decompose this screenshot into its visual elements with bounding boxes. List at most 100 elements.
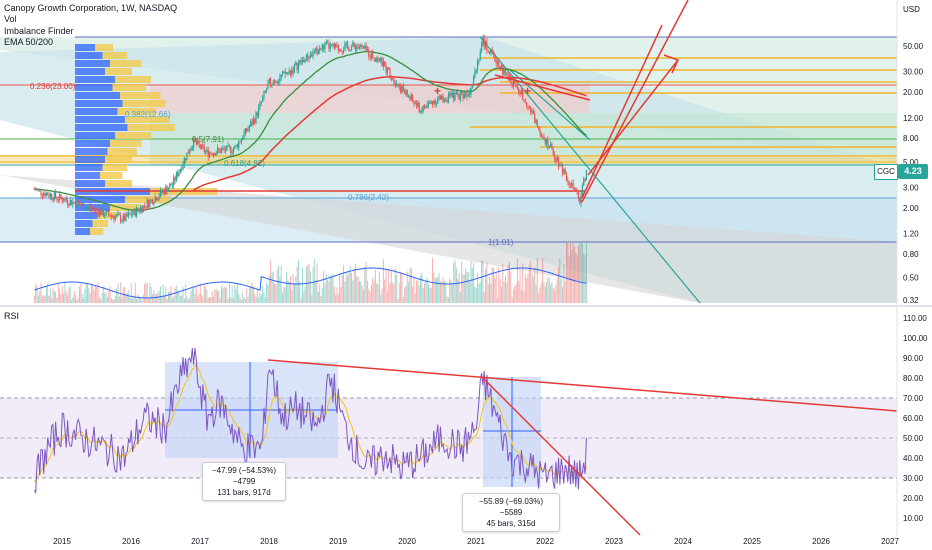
candle-body — [393, 79, 395, 84]
rsi-ma-line — [33, 363, 587, 483]
volume-bar — [532, 276, 534, 303]
volume-bar — [315, 280, 317, 303]
candle-body — [117, 213, 119, 215]
candle-body — [512, 81, 515, 87]
volume-bar — [372, 277, 374, 303]
candle-body — [386, 67, 388, 73]
candle-body — [381, 57, 383, 67]
candle-body — [415, 103, 418, 107]
candle-body — [431, 101, 434, 105]
candle-body — [483, 37, 485, 47]
price-axis[interactable]: 50.00 30.00 20.00 12.00 8.00 5.00 3.00 2.00 1.20… — [896, 0, 928, 535]
volume-profile-buy — [75, 132, 115, 139]
candle-body — [520, 90, 522, 95]
symbol-legend[interactable]: Canopy Growth Corporation, 1W, NASDAQ — [4, 3, 178, 13]
candle-body — [553, 154, 556, 160]
candle-body — [198, 140, 200, 145]
volume-bar — [280, 266, 282, 303]
volume-bar — [382, 259, 384, 303]
candle-body — [405, 90, 407, 94]
candle-body — [110, 215, 112, 217]
rsi-line — [33, 347, 587, 495]
volume-bar — [504, 275, 506, 303]
volume-bar — [57, 282, 59, 303]
candle-body — [220, 149, 223, 154]
volume-bar — [293, 283, 295, 303]
ema-legend[interactable]: EMA 50/200 — [4, 37, 54, 47]
volume-bar — [61, 286, 63, 303]
volume-bar — [512, 289, 514, 303]
volume-bar — [240, 299, 242, 303]
volume-bar — [161, 295, 163, 303]
candle-body — [243, 132, 245, 139]
candle-body — [204, 150, 207, 152]
volume-bar — [149, 282, 151, 303]
volume-bar — [104, 292, 106, 303]
candle-body — [120, 215, 122, 222]
rsi-legend[interactable]: RSI — [4, 311, 20, 321]
candle-body — [133, 209, 135, 214]
candle-body — [121, 220, 123, 222]
candle-body — [350, 46, 353, 51]
imbalance-band — [0, 156, 897, 164]
volume-bar — [511, 297, 513, 303]
volume-bar — [575, 252, 577, 303]
volume-bar — [431, 257, 433, 303]
volume-bar — [536, 258, 538, 303]
candle-body — [210, 152, 212, 154]
candle-body — [567, 180, 569, 182]
volume-bar — [56, 297, 58, 303]
candle-body — [134, 209, 136, 216]
candle-body — [207, 149, 209, 157]
candle-body — [465, 92, 467, 95]
candle-body — [328, 42, 330, 49]
volume-profile-sell — [112, 84, 147, 91]
volume-bar — [251, 282, 253, 303]
time-axis[interactable]: 2015 2016 2017 2018 2019 2020 2021 2022 2023 2024… — [53, 537, 899, 546]
candle-body — [407, 96, 410, 98]
candle-body — [232, 149, 235, 153]
volume-bar — [360, 281, 362, 303]
volume-bars — [33, 243, 587, 303]
candle-body — [584, 178, 586, 181]
candle-body — [231, 152, 233, 154]
candle-body — [418, 102, 420, 112]
candle-body — [190, 148, 192, 152]
volume-bar — [441, 281, 443, 303]
candle-body — [138, 210, 140, 212]
volume-bar — [477, 272, 479, 303]
volume-bar — [82, 298, 84, 303]
candle-body — [336, 44, 338, 46]
candle-body — [366, 49, 369, 51]
candle-body — [101, 208, 103, 215]
imbalance-legend[interactable]: Imbalance Finder — [4, 26, 74, 36]
candle-body — [480, 44, 483, 52]
candle-body — [323, 44, 325, 50]
volume-bar — [289, 275, 291, 303]
volume-bar — [262, 285, 264, 303]
candle-body — [128, 213, 130, 217]
volume-bar — [385, 268, 387, 303]
candle-body — [508, 75, 511, 78]
volume-bar — [409, 268, 411, 303]
volume-bar — [144, 284, 146, 303]
vol-legend[interactable]: Vol — [4, 14, 17, 24]
candle-body — [324, 43, 326, 50]
candle-body — [214, 153, 216, 156]
volume-bar — [396, 274, 398, 303]
volume-bar — [182, 286, 184, 303]
volume-profile-sell — [107, 148, 137, 155]
price-axis-tick: 0.80 — [903, 250, 919, 259]
rsi-axis-tick: 110.00 — [903, 314, 927, 323]
volume-bar — [373, 280, 375, 303]
volume-bar — [194, 294, 196, 303]
candle-body — [494, 54, 496, 61]
volume-bar — [96, 287, 98, 303]
volume-bar — [483, 291, 485, 303]
candle-body — [457, 92, 459, 94]
volume-bar — [462, 274, 464, 303]
volume-bar — [585, 243, 587, 303]
volume-bar — [268, 275, 270, 303]
candle-body — [76, 200, 78, 208]
